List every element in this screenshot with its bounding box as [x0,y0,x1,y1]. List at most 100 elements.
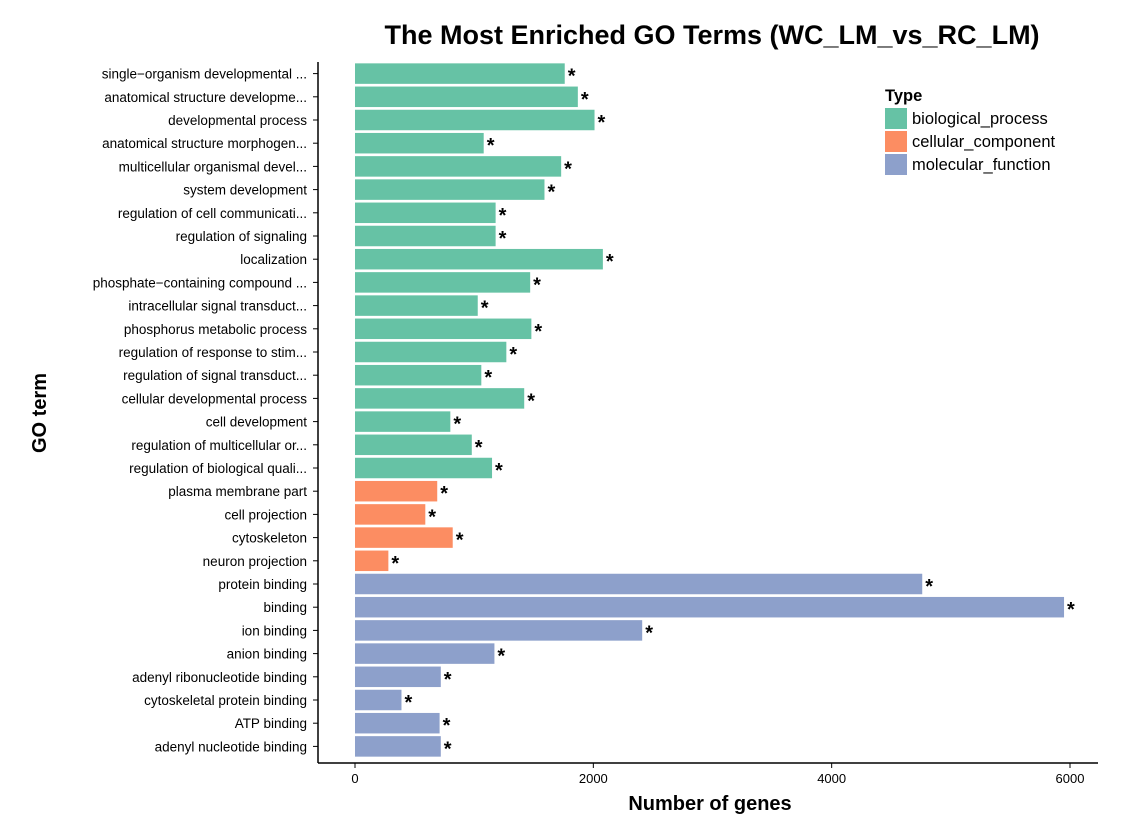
significance-marker: * [564,158,572,180]
y-tick-label: localization [240,252,307,267]
y-tick-label: binding [263,600,307,615]
significance-marker: * [428,506,436,528]
y-tick-label: plasma membrane part [168,484,307,499]
bar [355,248,603,270]
y-tick-label: phosphorus metabolic process [124,322,307,337]
bar [355,620,643,641]
y-axis-title: GO term [29,373,51,453]
x-tick-label: 4000 [817,771,846,786]
bar [355,202,496,224]
significance-marker: * [534,321,542,343]
significance-marker: * [1067,599,1075,621]
y-tick-label: multicellular organismal devel... [119,159,307,174]
significance-markers-group: ****************************** [391,66,1075,761]
significance-marker: * [481,298,489,320]
bar [355,318,532,340]
legend-title: Type [885,87,922,105]
y-tick-label: intracellular signal transduct... [128,299,307,314]
significance-marker: * [499,228,507,250]
y-tick-label: regulation of signaling [176,229,307,244]
y-tick-label: anatomical structure developme... [104,90,307,105]
y-tick-label: cytoskeletal protein binding [144,693,307,708]
y-tick-label: regulation of signal transduct... [123,368,307,383]
legend-label: cellular_component [912,133,1056,151]
significance-marker: * [444,669,452,691]
bar [355,364,482,386]
y-tick-label: adenyl nucleotide binding [155,739,307,754]
bar [355,504,426,525]
bar [355,156,562,177]
legend-swatch [885,108,907,129]
significance-marker: * [568,66,576,88]
y-tick-label: anion binding [227,647,307,662]
y-tick-label: ATP binding [235,716,307,731]
bar [355,109,595,131]
y-tick-label: neuron projection [203,554,307,569]
significance-marker: * [533,274,541,296]
bar [355,457,493,479]
y-tick-label: cell projection [224,507,307,522]
significance-marker: * [497,646,505,668]
bar [355,712,440,734]
significance-marker: * [925,576,933,598]
significance-marker: * [487,135,495,157]
bar [355,225,496,247]
legend-swatch [885,154,907,175]
y-tick-label: cellular developmental process [122,391,308,406]
y-tick-label: regulation of response to stim... [119,345,307,360]
y-tick-label: regulation of cell communicati... [118,206,307,221]
y-tick-label: regulation of multicellular or... [131,438,307,453]
y-tick-label: cytoskeleton [232,531,307,546]
significance-marker: * [581,89,589,111]
bar [355,179,545,200]
bar [355,411,451,432]
y-tick-label: regulation of biological quali... [129,461,307,476]
significance-marker: * [443,715,451,737]
x-axis-ticks: 0 2000 4000 6000 [351,763,1084,786]
y-tick-label: protein binding [218,577,307,592]
significance-marker: * [499,205,507,227]
bar [355,63,565,84]
y-tick-label: single−organism developmental ... [102,67,307,82]
significance-marker: * [598,112,606,134]
significance-marker: * [456,530,464,552]
x-tick-label: 2000 [579,771,608,786]
y-tick-label: phosphate−containing compound ... [93,275,307,290]
bar [355,666,441,688]
legend-label: biological_process [912,110,1048,128]
significance-marker: * [444,738,452,760]
bar [355,341,507,363]
bar [355,86,578,108]
significance-marker: * [495,460,503,482]
significance-marker: * [484,367,492,389]
legend: Type biological_process cellular_componen… [885,87,1056,175]
bar [355,527,453,548]
significance-marker: * [547,182,555,204]
significance-marker: * [606,251,614,273]
x-tick-label: 6000 [1056,771,1085,786]
legend-swatch [885,131,907,152]
x-axis-title: Number of genes [628,793,791,815]
bar [355,643,495,664]
significance-marker: * [440,483,448,505]
bar [355,736,441,757]
significance-marker: * [527,390,535,412]
bar [355,132,484,154]
y-tick-label: anatomical structure morphogen... [102,136,307,151]
bars-group [355,63,1065,757]
bar [355,295,478,316]
y-axis-ticks: single−organism developmental ... anatomi… [93,67,318,754]
legend-label: molecular_function [912,156,1051,174]
bar [355,550,389,572]
bar [355,434,472,456]
significance-marker: * [645,622,653,644]
bar [355,272,531,293]
significance-marker: * [391,553,399,575]
y-tick-label: ion binding [242,623,307,638]
x-tick-label: 0 [351,771,358,786]
bar [355,480,438,502]
significance-marker: * [404,692,412,714]
bar [355,689,402,711]
y-tick-label: system development [183,183,307,198]
